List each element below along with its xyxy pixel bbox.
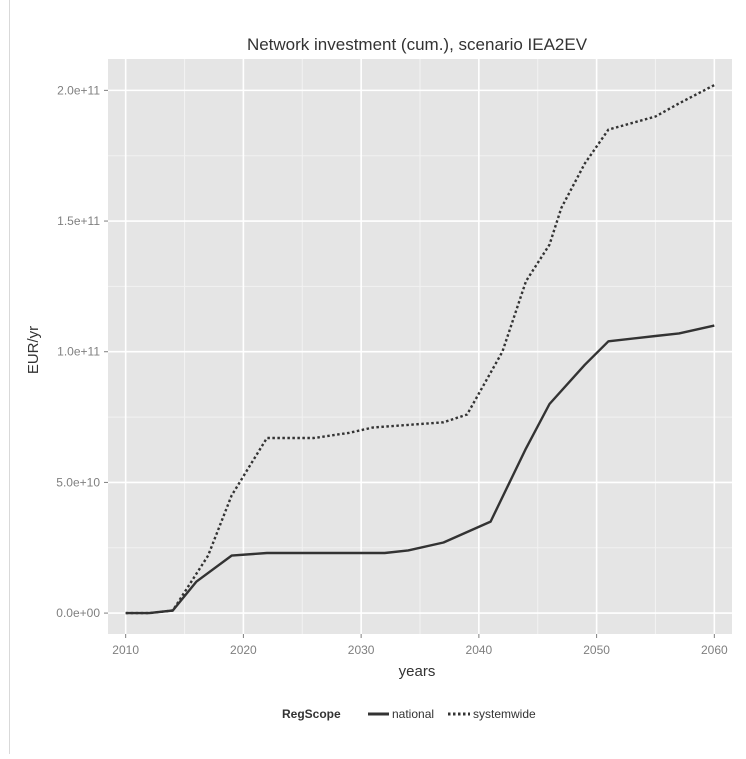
x-tick-label: 2040: [466, 643, 493, 657]
legend: RegScope national systemwide: [282, 707, 536, 721]
legend-label-systemwide: systemwide: [473, 707, 536, 721]
y-axis-label: EUR/yr: [25, 326, 42, 374]
series-line-national: [125, 324, 715, 615]
y-tick-label: 1.0e+11: [57, 345, 100, 359]
x-tick-label: 2010: [112, 643, 139, 657]
major-gridlines: [108, 59, 732, 634]
x-axis-ticks: 2010 2020 2030 2040 2050 2060: [112, 634, 728, 657]
y-tick-label: 5.0e+10: [56, 475, 100, 489]
chart-title: Network investment (cum.), scenario IEA2…: [247, 35, 588, 54]
x-tick-label: 2020: [230, 643, 257, 657]
x-tick-label: 2060: [701, 643, 728, 657]
series-line-systemwide: [125, 84, 715, 615]
series-lines: [125, 84, 715, 615]
x-tick-label: 2030: [348, 643, 375, 657]
legend-label-national: national: [392, 707, 434, 721]
y-axis-ticks: 0.0e+00 5.0e+10 1.0e+11 1.5e+11 2.0e+11: [56, 83, 108, 620]
legend-title: RegScope: [282, 707, 341, 721]
x-axis-label: years: [399, 663, 436, 680]
y-tick-label: 2.0e+11: [57, 83, 100, 97]
y-tick-label: 1.5e+11: [57, 214, 100, 228]
y-tick-label: 0.0e+00: [56, 606, 100, 620]
left-border-rule: [9, 0, 10, 754]
x-tick-label: 2050: [583, 643, 610, 657]
